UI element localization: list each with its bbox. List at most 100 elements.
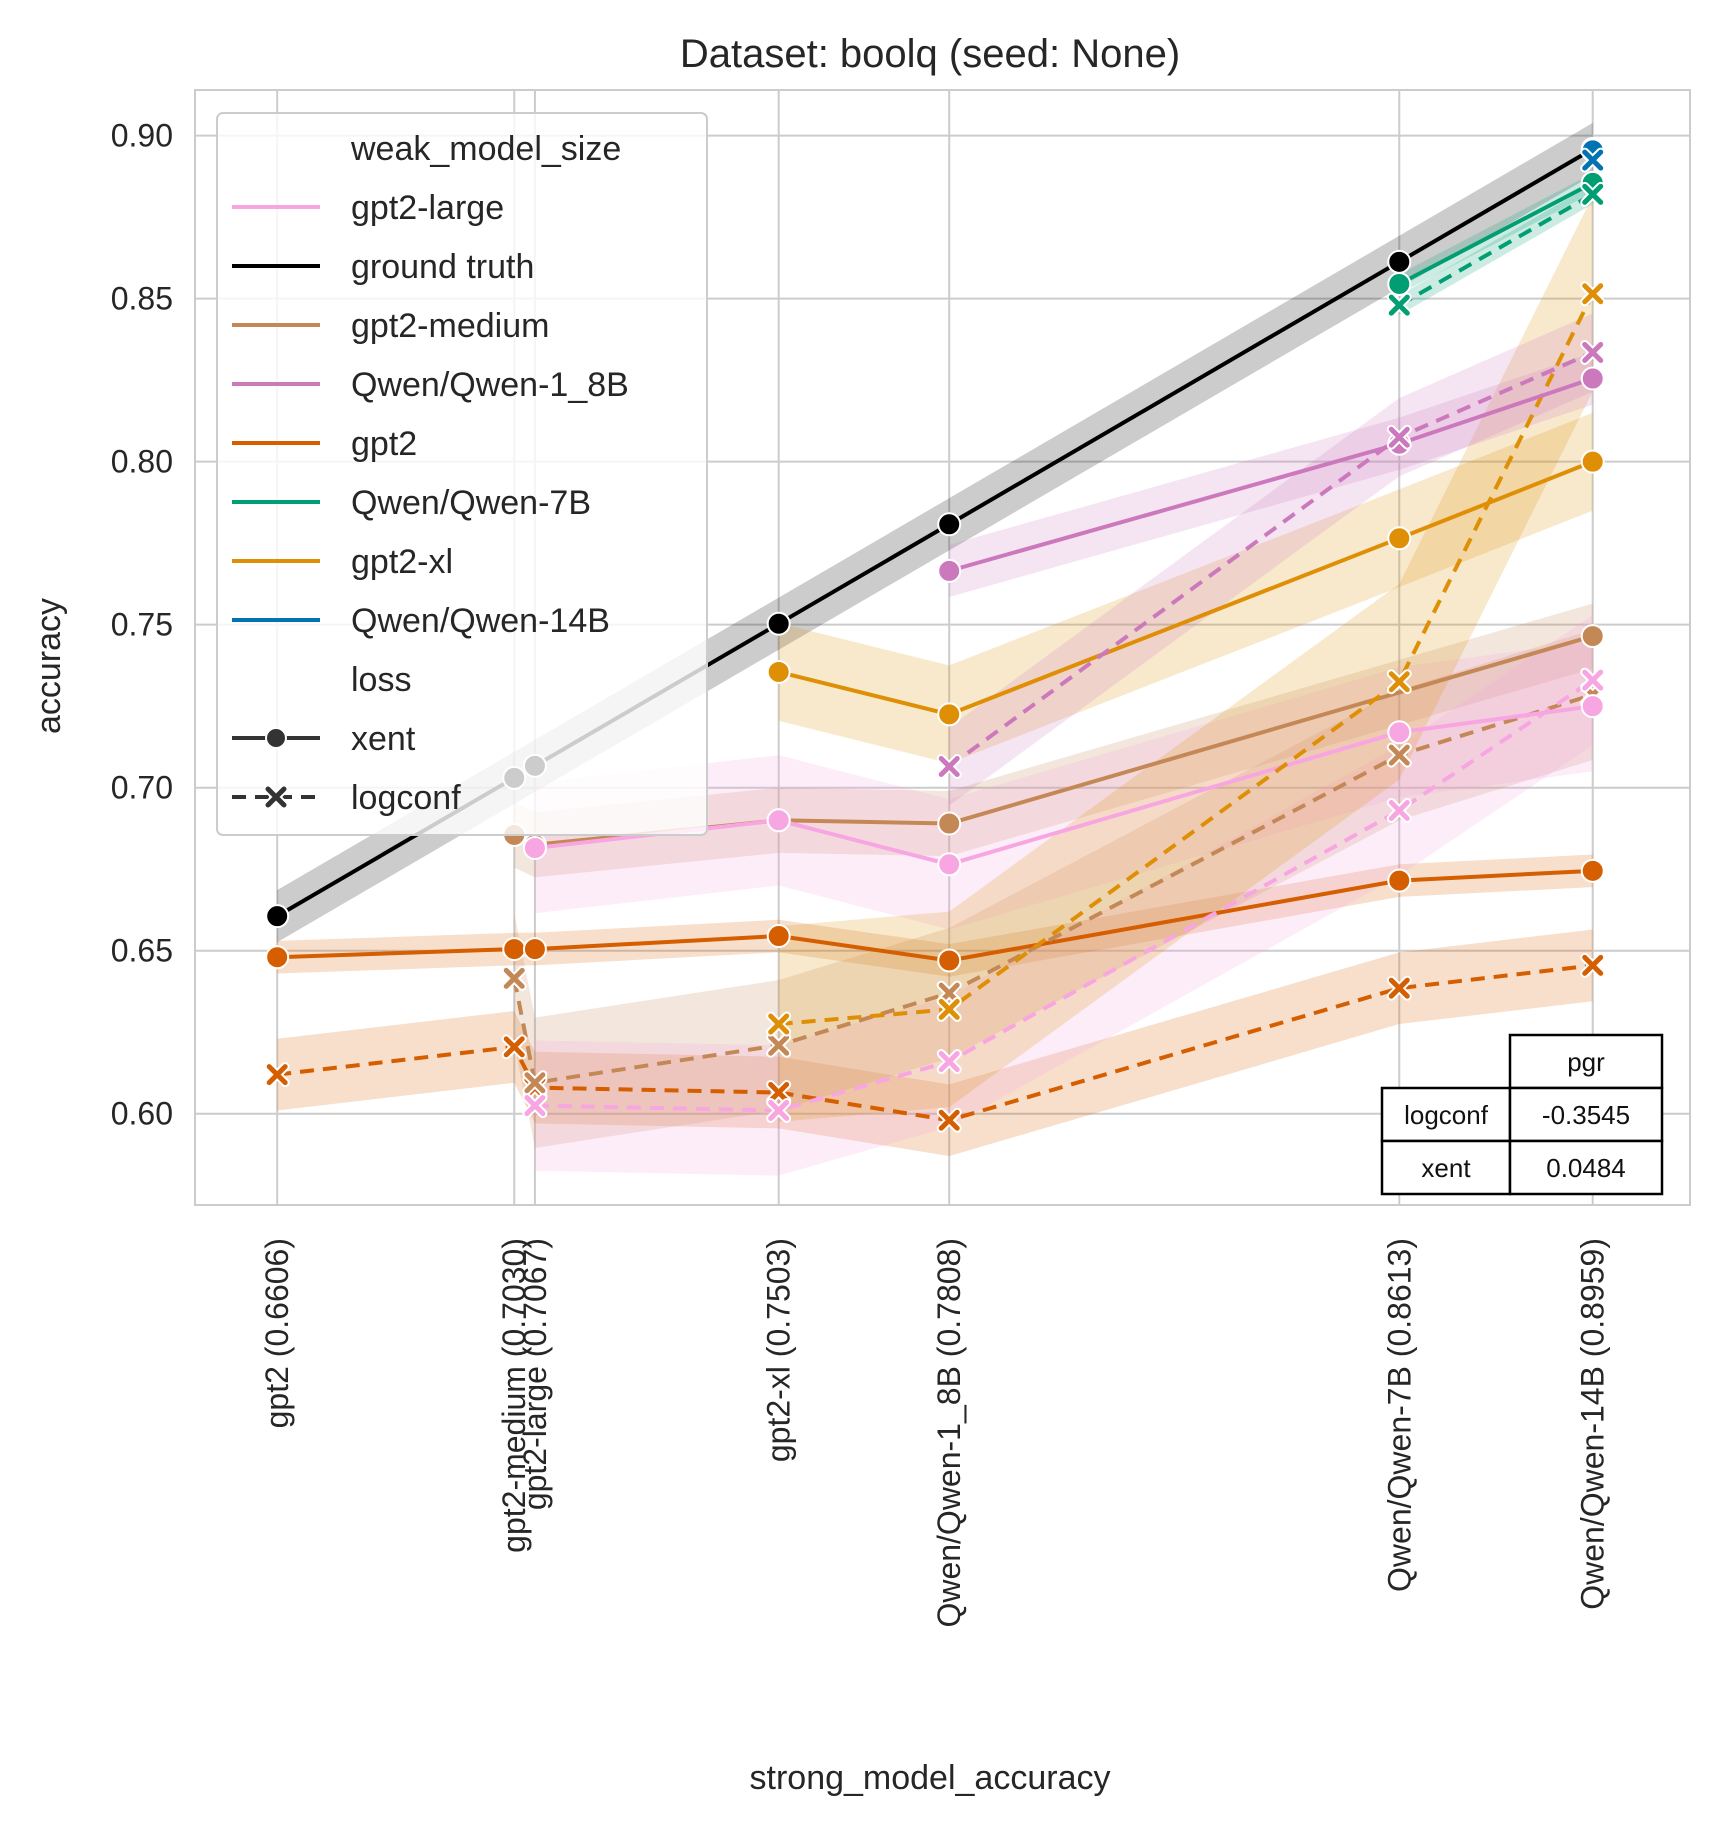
band-qwen-qwen-1-8b-xent: [949, 352, 1593, 597]
point-gpt2-xl-xent: [1387, 526, 1412, 551]
x-tick-label: Qwen/Qwen-7B (0.8613): [1381, 1238, 1417, 1592]
marker-cross: [1582, 954, 1604, 976]
y-tick-label: 0.85: [111, 281, 173, 317]
legend-entry: logconf: [232, 779, 461, 817]
point-qwen-qwen-14b-logconf: [1580, 147, 1606, 173]
marker-cross: [768, 1099, 790, 1121]
legend-label: ground truth: [351, 248, 534, 286]
point-gpt2-xent: [265, 945, 290, 970]
legend-entry: xent: [232, 720, 416, 758]
y-axis: 0.60 0.65 0.70 0.75 0.80 0.85 0.90: [111, 118, 173, 1132]
legend-entry: gpt2-xl: [232, 543, 453, 581]
table-row-label: xent: [1421, 1153, 1471, 1183]
legend-label: gpt2: [351, 425, 417, 463]
marker-cross: [938, 755, 960, 777]
y-tick-label: 0.70: [111, 770, 173, 806]
table-header-label: pgr: [1567, 1047, 1605, 1077]
table-row-label: logconf: [1404, 1100, 1489, 1130]
table-row-value: -0.3545: [1542, 1100, 1630, 1130]
line-qwen-qwen-7b-logconf: [1398, 192, 1594, 307]
marker-cross: [1388, 977, 1410, 999]
point-gpt2-xl-xent: [937, 702, 962, 727]
x-tick-label: gpt2-xl (0.7503): [761, 1238, 797, 1462]
y-tick-label: 0.90: [111, 118, 173, 154]
point-gpt2-medium-xent: [1580, 624, 1605, 649]
x-tick-label: gpt2 (0.6606): [259, 1238, 295, 1428]
legend-entry: Qwen/Qwen-1_8B: [232, 366, 629, 404]
line-qwen-qwen-7b-xent: [1398, 181, 1594, 286]
legend-entry: gpt2: [232, 425, 417, 463]
point-gpt2-xl-xent: [766, 659, 791, 684]
legend-label: logconf: [351, 779, 461, 817]
legend-label: gpt2-large: [351, 189, 504, 227]
point-gpt2-xl-logconf: [766, 1011, 792, 1037]
point-gpt2-logconf: [936, 1107, 962, 1133]
point-qwen-qwen-1-8b-logconf: [1580, 339, 1606, 365]
point-ground-truth-xent: [265, 904, 290, 929]
x-tick-label: Qwen/Qwen-1_8B (0.7808): [931, 1238, 967, 1628]
legend-marker: [265, 727, 287, 749]
marker-cross: [938, 998, 960, 1020]
point-qwen-qwen-7b-logconf: [1580, 181, 1606, 207]
point-gpt2-large-logconf: [936, 1049, 962, 1075]
marker-cross: [1582, 283, 1604, 305]
point-qwen-qwen-1-8b-logconf: [936, 753, 962, 779]
marker-cross: [768, 1034, 790, 1056]
band-qwen-qwen-7b-logconf: [1399, 184, 1593, 315]
marker-cross: [265, 786, 287, 808]
marker-cross: [1582, 183, 1604, 205]
band-gpt2-logconf: [277, 929, 1593, 1157]
marker-cross: [1388, 671, 1410, 693]
x-tick-label: gpt2-large (0.7067): [517, 1238, 553, 1510]
legend-entry: Qwen/Qwen-7B: [232, 484, 591, 522]
point-qwen-qwen-1-8b-xent: [1580, 366, 1605, 391]
point-gpt2-logconf: [1580, 952, 1606, 978]
line-gpt2-xl-xent: [778, 459, 1594, 717]
legend-entry: loss: [351, 661, 411, 699]
legend-entry: ground truth: [232, 248, 534, 286]
marker-cross: [524, 1095, 546, 1117]
legend-label: gpt2-xl: [351, 543, 453, 581]
band-gpt2-xl-xent: [778, 412, 1593, 764]
legend-label: Qwen/Qwen-1_8B: [351, 366, 629, 404]
y-axis-label: accuracy: [30, 598, 68, 734]
y-tick-label: 0.60: [111, 1096, 173, 1132]
point-qwen-qwen-1-8b-xent: [937, 558, 962, 583]
marker-cross: [524, 1072, 546, 1094]
marker-cross: [266, 1064, 288, 1086]
marker-cross: [1388, 294, 1410, 316]
point-qwen-qwen-1-8b-logconf: [1386, 424, 1412, 450]
point-gpt2-xl-logconf: [1580, 281, 1606, 307]
point-gpt2-large-logconf: [766, 1097, 792, 1123]
point-gpt2-logconf: [1386, 975, 1412, 1001]
band-gpt2-medium-xent: [514, 603, 1593, 878]
legend-label: loss: [351, 661, 411, 699]
marker-cross: [938, 1051, 960, 1073]
x-tick-label: Qwen/Qwen-14B (0.8959): [1575, 1238, 1611, 1610]
x-tick-label: gpt2-medium (0.7030): [496, 1238, 532, 1553]
point-ground-truth-xent: [1387, 249, 1412, 274]
legend: weak_model_size gpt2-large ground truth gpt…: [216, 112, 708, 836]
marker-cross: [768, 1082, 790, 1104]
point-gpt2-large-xent: [1580, 694, 1605, 719]
marker-cross: [503, 967, 525, 989]
marker-cross: [1582, 669, 1604, 691]
band-qwen-qwen-1-8b-logconf: [949, 313, 1593, 806]
y-tick-label: 0.65: [111, 933, 173, 969]
x-axis-label: strong_model_accuracy: [750, 1759, 1111, 1797]
point-gpt2-medium-logconf: [766, 1032, 792, 1058]
point-gpt2-large-xent: [1387, 720, 1412, 745]
point-gpt2-xent: [1580, 858, 1605, 883]
marker-cross: [1388, 744, 1410, 766]
legend-label: Qwen/Qwen-7B: [351, 484, 591, 522]
point-ground-truth-xent: [766, 611, 791, 636]
band-gpt2-xl-logconf: [778, 195, 1593, 1122]
legend-box: [216, 112, 708, 836]
point-gpt2-xent: [766, 924, 791, 949]
pgr-table: pgr logconf -0.3545 xent 0.0484: [1380, 1033, 1664, 1196]
point-gpt2-medium-logconf: [501, 965, 527, 991]
line-gpt2-xl-logconf: [778, 292, 1595, 1027]
legend-marker: [263, 784, 289, 810]
point-gpt2-large-xent: [522, 836, 547, 861]
